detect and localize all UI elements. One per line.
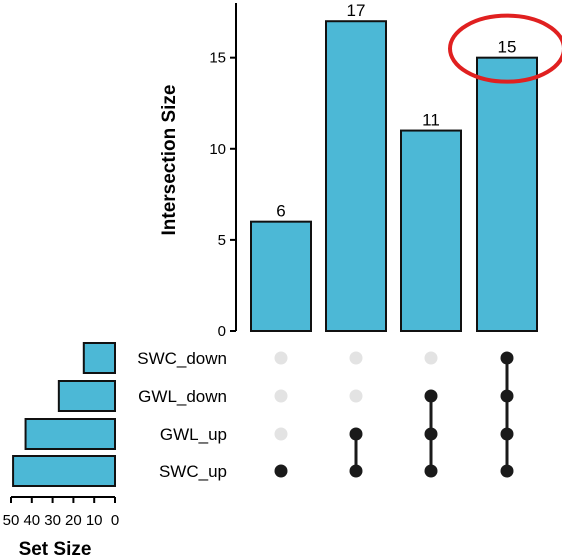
set-name-labels: SWC_down GWL_down GWL_up SWC_up (137, 349, 227, 481)
set-size-tick-label: 0 (111, 512, 119, 529)
bar-value-label: 6 (276, 202, 285, 221)
set-name-label: GWL_down (138, 387, 227, 406)
matrix-dot-inactive (274, 389, 288, 403)
set-size-bar (24, 418, 117, 450)
set-size-bars (12, 342, 117, 487)
matrix-dot-active (500, 351, 514, 365)
set-name-label: SWC_down (137, 349, 227, 368)
set-size-bar (82, 342, 117, 374)
highlight-ellipse (448, 13, 562, 84)
y-tick-label: 5 (218, 232, 226, 249)
y-tick-label: 0 (218, 323, 226, 340)
matrix-dot-active (424, 427, 438, 441)
set-size-axis-label: Set Size (19, 539, 92, 557)
set-size-tick-label: 30 (44, 512, 61, 529)
matrix-dot-active (500, 389, 514, 403)
intersection-bar (476, 56, 538, 333)
matrix-dot-inactive (274, 427, 288, 441)
matrix-dot-active (500, 464, 514, 478)
set-size-tick-label: 10 (86, 512, 103, 529)
bar-value-label: 11 (422, 111, 440, 130)
set-name-label: SWC_up (159, 462, 227, 481)
matrix-dot-active (424, 464, 438, 478)
matrix-dot-active (349, 464, 363, 478)
intersection-matrix (274, 351, 514, 478)
highlight-annotation (448, 13, 562, 84)
matrix-dot-active (349, 427, 363, 441)
bar-value-label: 17 (347, 1, 366, 20)
intersection-bar-labels: 6 17 11 15 (276, 1, 516, 220)
matrix-dot-active (500, 427, 514, 441)
matrix-dot-inactive (349, 351, 363, 365)
set-size-bar (12, 455, 116, 487)
matrix-dot-inactive (424, 351, 438, 365)
bar-value-label: 15 (498, 38, 517, 57)
intersection-bars (250, 20, 538, 333)
y-axis-label: Intersection Size (159, 85, 180, 236)
set-size-tick-label: 50 (3, 512, 20, 529)
set-size-tick-label: 40 (23, 512, 40, 529)
intersection-bar (400, 129, 462, 332)
matrix-dot-active (274, 464, 288, 478)
y-tick-label: 10 (209, 141, 226, 158)
intersection-bar (325, 20, 387, 332)
intersection-axis: 0 5 10 15 (209, 3, 237, 340)
set-size-bar (57, 380, 116, 412)
y-tick-label: 15 (209, 50, 226, 67)
intersection-bar (250, 220, 312, 333)
matrix-dot-active (424, 389, 438, 403)
set-size-tick-label: 20 (65, 512, 82, 529)
set-name-label: GWL_up (160, 425, 227, 444)
set-size-axis: 50 40 30 20 10 0 (3, 496, 119, 529)
matrix-dot-inactive (274, 351, 288, 365)
matrix-dot-inactive (349, 389, 363, 403)
